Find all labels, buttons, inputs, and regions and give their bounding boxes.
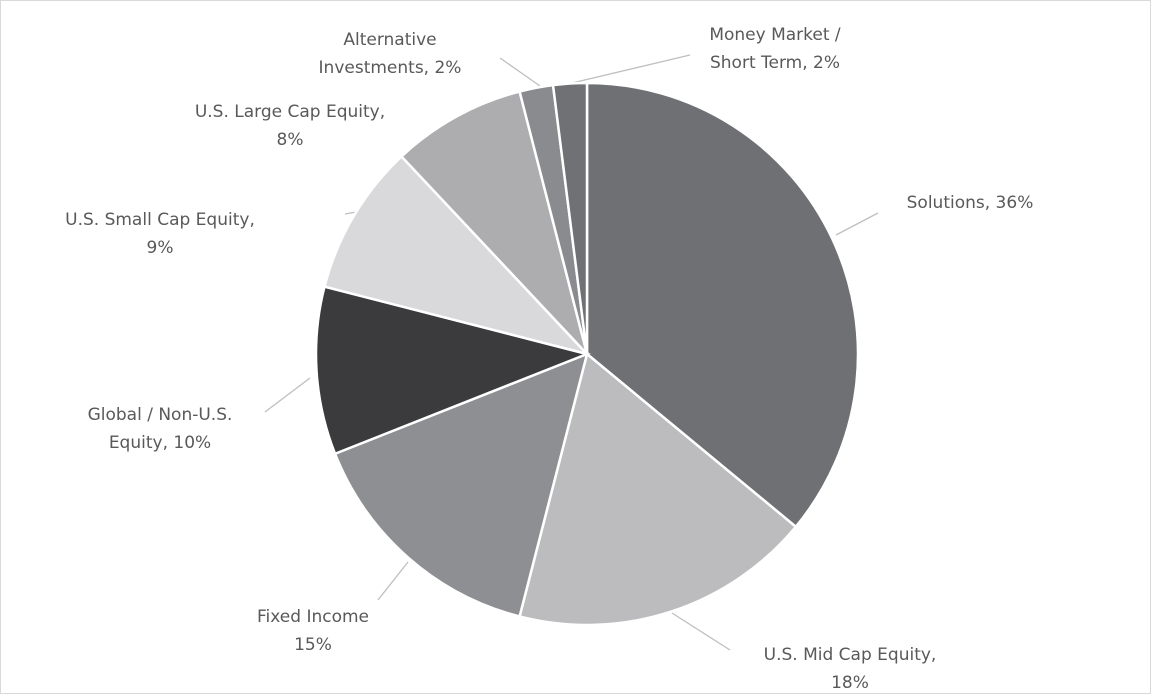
pie-slice xyxy=(314,285,592,456)
slice-label: 9% xyxy=(147,238,174,258)
slice-label: Short Term, 2% xyxy=(710,53,840,73)
pie-slice xyxy=(322,154,591,357)
leader-line xyxy=(835,212,879,236)
pie-slice xyxy=(399,89,589,355)
pie-slice xyxy=(333,351,589,619)
slice-label: Solutions, 36% xyxy=(907,193,1034,213)
pie-slice xyxy=(551,81,589,355)
slice-label: Money Market / xyxy=(709,25,841,45)
slice-label: Equity, 10% xyxy=(109,433,211,453)
slice-label: U.S. Small Cap Equity, xyxy=(65,210,255,230)
slice-label: Global / Non-U.S. xyxy=(88,405,233,425)
slice-label: U.S. Mid Cap Equity, xyxy=(764,645,937,665)
leader-lines xyxy=(264,54,879,651)
slice-label: U.S. Large Cap Equity, xyxy=(195,102,385,122)
leader-line xyxy=(377,561,409,601)
slice-label: Investments, 2% xyxy=(319,58,462,78)
leader-line xyxy=(671,612,731,651)
slice-label: Alternative xyxy=(343,30,436,50)
leader-line xyxy=(344,211,357,215)
pie-slice xyxy=(518,351,798,627)
slice-label: Fixed Income xyxy=(257,607,369,627)
leader-line xyxy=(499,57,541,87)
leader-line xyxy=(571,54,691,84)
slice-label: 15% xyxy=(294,635,332,655)
slice-label: 8% xyxy=(277,130,304,150)
pie-slice xyxy=(585,81,860,529)
slice-label: 18% xyxy=(831,673,869,693)
leader-line xyxy=(264,377,311,413)
